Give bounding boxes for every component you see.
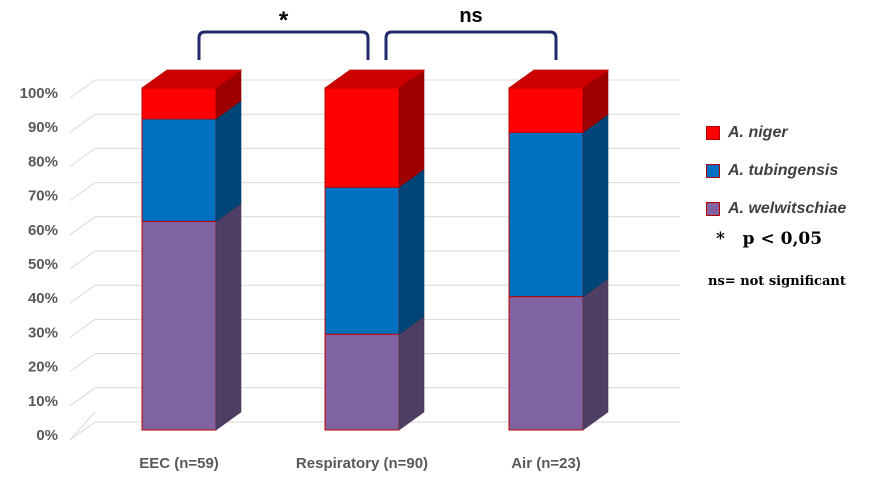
- gridline-diagonal: [69, 216, 96, 236]
- y-tick-label: 70%: [28, 188, 58, 205]
- significance-label: *: [279, 7, 289, 34]
- bar-front: [324, 333, 400, 431]
- bar-segment: [324, 168, 425, 335]
- legend-label: A. welwitschiae: [728, 200, 847, 217]
- ns-note: ns= not significant: [708, 274, 846, 289]
- gridline-diagonal: [69, 387, 96, 407]
- gridline-diagonal: [69, 250, 96, 270]
- gridline-diagonal: [69, 79, 96, 99]
- legend-swatch-a-tubingensis: [706, 164, 720, 178]
- bar-front: [141, 220, 217, 431]
- wall-edge: [69, 411, 96, 441]
- bar-top: [323, 69, 426, 89]
- bar-segment: [141, 202, 242, 431]
- y-tick-label: 80%: [28, 153, 58, 170]
- bar-top: [140, 69, 243, 89]
- y-axis: 0% 10% 20% 30% 40% 50% 60% 70% 80% 90% 100%: [20, 85, 58, 444]
- bar-front: [508, 87, 584, 133]
- gridline-diagonal: [69, 113, 96, 133]
- bar-front: [141, 118, 217, 222]
- gridline-diagonal: [69, 284, 96, 304]
- gridline-diagonal: [69, 318, 96, 338]
- bar-segment: [507, 69, 610, 134]
- bar-segment: [140, 69, 243, 120]
- bar-front: [508, 131, 584, 298]
- legend-label: A. tubingensis: [728, 162, 839, 179]
- gridline-diagonal: [69, 421, 96, 441]
- category-label: EEC (n=59): [139, 455, 219, 472]
- significance-bracket: [384, 30, 558, 60]
- bar-top: [507, 69, 610, 89]
- y-tick-label: 100%: [20, 85, 58, 102]
- significance-brackets: * ns: [197, 5, 558, 60]
- legend-label: A. niger: [728, 124, 788, 141]
- significance-label: ns: [459, 5, 482, 27]
- bar-side: [398, 69, 425, 188]
- bar-segment: [141, 100, 242, 222]
- bar-front: [324, 87, 400, 188]
- bars: [140, 69, 610, 431]
- bar-side: [582, 278, 609, 431]
- legend-swatch-a-niger: [706, 126, 720, 140]
- gridline-diagonal: [69, 147, 96, 167]
- bar-side: [582, 113, 609, 298]
- category-label: Air (n=23): [511, 455, 581, 472]
- significance-bracket: [197, 30, 370, 60]
- y-tick-label: 0%: [36, 427, 58, 444]
- bar-segment: [324, 315, 425, 431]
- y-tick-label: 20%: [28, 359, 58, 376]
- y-tick-label: 30%: [28, 324, 58, 341]
- legend-item-a-niger: A. niger: [706, 120, 876, 146]
- x-axis: EEC (n=59) Respiratory (n=90) Air (n=23): [139, 455, 581, 472]
- y-tick-label: 50%: [28, 256, 58, 273]
- legend: A. niger A. tubingensis A. welwitschiae: [706, 120, 876, 234]
- gridline-diagonal: [69, 182, 96, 202]
- y-tick-label: 90%: [28, 119, 58, 136]
- legend-item-a-tubingensis: A. tubingensis: [706, 158, 876, 184]
- bar-side: [215, 202, 242, 431]
- bar-side: [398, 168, 425, 335]
- significance-note: * p < 0,05: [716, 229, 823, 249]
- y-tick-label: 10%: [28, 393, 58, 410]
- category-label: Respiratory (n=90): [296, 455, 428, 472]
- gridline-diagonal: [69, 353, 96, 373]
- bar-segment: [508, 113, 609, 298]
- legend-swatch-a-welwitschiae: [706, 202, 720, 216]
- bar-front: [141, 87, 217, 120]
- bar-front: [324, 186, 400, 335]
- bar-front: [508, 296, 584, 431]
- legend-item-a-welwitschiae: A. welwitschiae: [706, 196, 876, 222]
- bar-side: [398, 315, 425, 431]
- bar-segment: [323, 69, 426, 188]
- y-tick-label: 40%: [28, 290, 58, 307]
- bar-side: [215, 100, 242, 222]
- bar-segment: [508, 278, 609, 431]
- y-tick-label: 60%: [28, 222, 58, 239]
